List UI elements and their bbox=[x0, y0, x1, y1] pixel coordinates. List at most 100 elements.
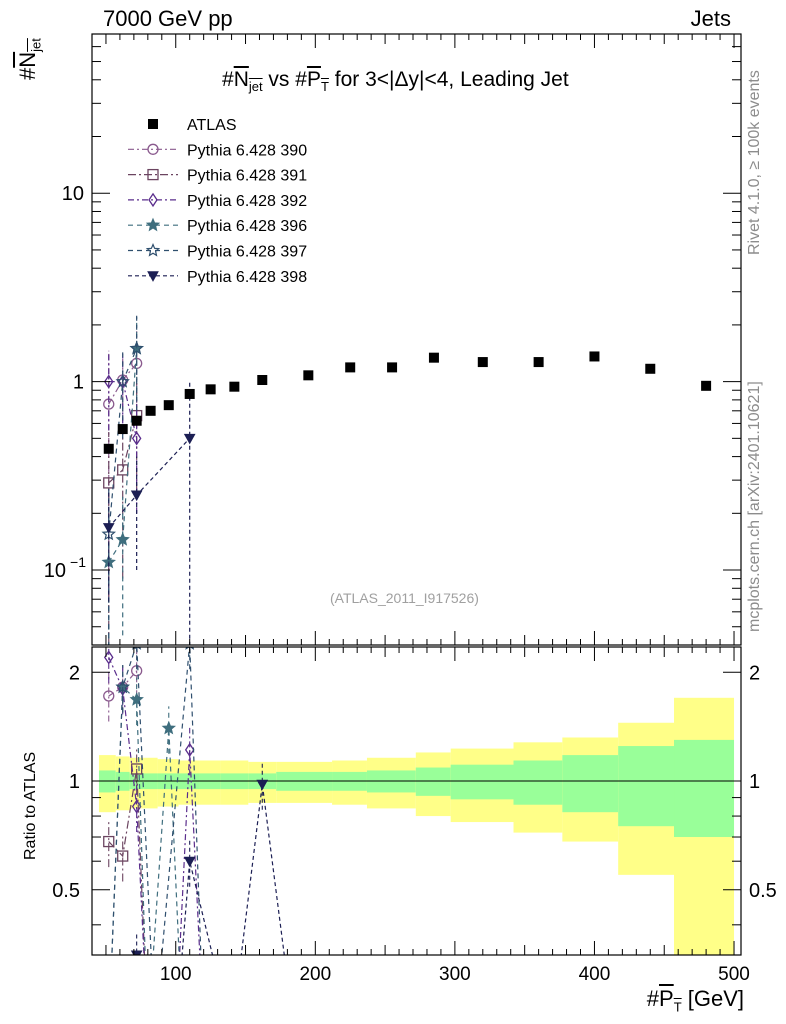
atlas-point bbox=[428, 352, 439, 363]
legend-marker bbox=[148, 119, 158, 129]
xlabel-unit: [GeV] bbox=[681, 986, 744, 1011]
series-point bbox=[183, 433, 196, 445]
series-point bbox=[130, 490, 143, 502]
legend-entry: ATLAS bbox=[148, 117, 237, 134]
rivet-version-label: Rivet 4.1.0, ≥ 100k events bbox=[746, 70, 763, 255]
series-point bbox=[117, 464, 129, 476]
atlas-point bbox=[145, 405, 156, 416]
analysis-reference: (ATLAS_2011_I917526) bbox=[330, 590, 479, 606]
atlas-point bbox=[701, 380, 712, 391]
title-vs: vs # bbox=[262, 68, 307, 91]
title-rest: for 3<|Δy|<4, Leading Jet bbox=[328, 68, 569, 91]
legend-marker bbox=[145, 217, 161, 232]
atlas-point bbox=[103, 443, 114, 454]
atlas-point bbox=[184, 388, 195, 399]
ratio-axis-label: Ratio to ATLAS bbox=[22, 751, 39, 860]
atlas-point bbox=[387, 362, 398, 373]
ratio-tick-label-right: 1 bbox=[749, 771, 760, 793]
legend-label: ATLAS bbox=[187, 117, 237, 134]
band-inner bbox=[674, 739, 735, 838]
ratio-point bbox=[115, 679, 130, 694]
legend-label: Pythia 6.428 392 bbox=[187, 193, 307, 210]
ratio-point bbox=[184, 742, 195, 758]
atlas-point bbox=[205, 384, 216, 395]
series-point bbox=[115, 374, 130, 388]
x-axis-ticks: 100 200 300 400 500 bbox=[105, 34, 750, 985]
atlas-point bbox=[131, 415, 142, 426]
band-inner bbox=[618, 746, 675, 827]
legend-marker bbox=[148, 192, 158, 208]
title-n: N bbox=[233, 68, 249, 91]
y-tick-label: 1 bbox=[73, 372, 84, 394]
xlabel-p: P bbox=[659, 986, 674, 1011]
ratio-point bbox=[129, 692, 144, 706]
title-n-sub: jet bbox=[248, 79, 263, 95]
legend-entry: Pythia 6.428 396 bbox=[128, 217, 307, 235]
legend-marker bbox=[147, 143, 159, 155]
ratio-bands bbox=[98, 697, 735, 955]
ratio-series-line bbox=[108, 768, 146, 955]
ylabel-hash: # bbox=[15, 67, 40, 80]
legend-entry: Pythia 6.428 398 bbox=[128, 269, 307, 286]
series-line bbox=[108, 348, 138, 563]
header-energy: 7000 GeV pp bbox=[103, 6, 233, 31]
atlas-point bbox=[345, 362, 356, 373]
series-point bbox=[115, 532, 130, 546]
ratio-tick-label-left: 0.5 bbox=[52, 880, 80, 902]
ratio-point bbox=[131, 799, 142, 814]
legend-marker bbox=[147, 271, 159, 282]
legend-label: Pythia 6.428 396 bbox=[187, 218, 307, 235]
plot-title: #Njet vs #PT for 3<|Δy|<4, Leading Jet bbox=[222, 68, 569, 94]
band-inner bbox=[562, 755, 619, 813]
ratio-series-line bbox=[136, 784, 285, 955]
ratio-point bbox=[161, 720, 177, 735]
legend-label: Pythia 6.428 391 bbox=[187, 168, 307, 185]
legend-entry: Pythia 6.428 390 bbox=[128, 142, 307, 159]
atlas-point bbox=[257, 375, 268, 386]
band-inner bbox=[415, 767, 451, 796]
legend-entry: Pythia 6.428 391 bbox=[128, 168, 307, 185]
top-panel-frame bbox=[91, 33, 742, 646]
ratio-series-4 bbox=[111, 647, 202, 955]
ratio-series-5 bbox=[130, 762, 285, 955]
legend-entry: Pythia 6.428 397 bbox=[128, 242, 307, 261]
series-point bbox=[129, 340, 144, 355]
atlas-point bbox=[303, 370, 314, 381]
series-line bbox=[108, 437, 191, 528]
atlas-point bbox=[477, 357, 488, 368]
legend: ATLAS Pythia 6.428 390 Pythia 6.428 391 Pyt… bbox=[128, 117, 307, 286]
atlas-point bbox=[229, 381, 240, 392]
legend-label: Pythia 6.428 390 bbox=[187, 142, 307, 159]
atlas-data bbox=[103, 351, 712, 454]
ratio-series-line bbox=[111, 647, 202, 955]
band-inner bbox=[513, 760, 563, 805]
atlas-point bbox=[117, 424, 128, 435]
series-point bbox=[102, 523, 115, 534]
xlabel-sub: T bbox=[673, 999, 682, 1015]
ratio-tick-label-left: 2 bbox=[69, 662, 80, 684]
ratio-point bbox=[183, 856, 196, 868]
series-point bbox=[103, 374, 114, 389]
series-point bbox=[103, 477, 115, 489]
ylabel-sub: jet bbox=[28, 38, 44, 52]
ratio-point bbox=[103, 690, 115, 702]
series-point bbox=[131, 431, 142, 446]
x-axis-label: #PT [GeV] bbox=[647, 986, 744, 1014]
series-5 bbox=[102, 381, 196, 645]
series-line bbox=[108, 363, 138, 405]
ratio-point bbox=[103, 835, 115, 848]
ratio-axis-ticks: 0.5 0.5 1 1 2 2 bbox=[52, 662, 777, 926]
ratio-panel-frame bbox=[91, 646, 742, 956]
title-p: P bbox=[306, 68, 321, 91]
x-tick-label: 500 bbox=[718, 964, 750, 985]
ratio-tick-label-right: 2 bbox=[749, 662, 760, 684]
band-inner bbox=[450, 764, 514, 800]
top-panel-series bbox=[101, 313, 196, 645]
header-category: Jets bbox=[690, 6, 731, 31]
atlas-point bbox=[589, 351, 600, 362]
y-tick-label: 10 bbox=[44, 560, 66, 582]
legend-label: Pythia 6.428 398 bbox=[187, 269, 307, 286]
y-tick-label-exponent: −1 bbox=[70, 554, 86, 570]
ratio-point bbox=[117, 850, 129, 862]
